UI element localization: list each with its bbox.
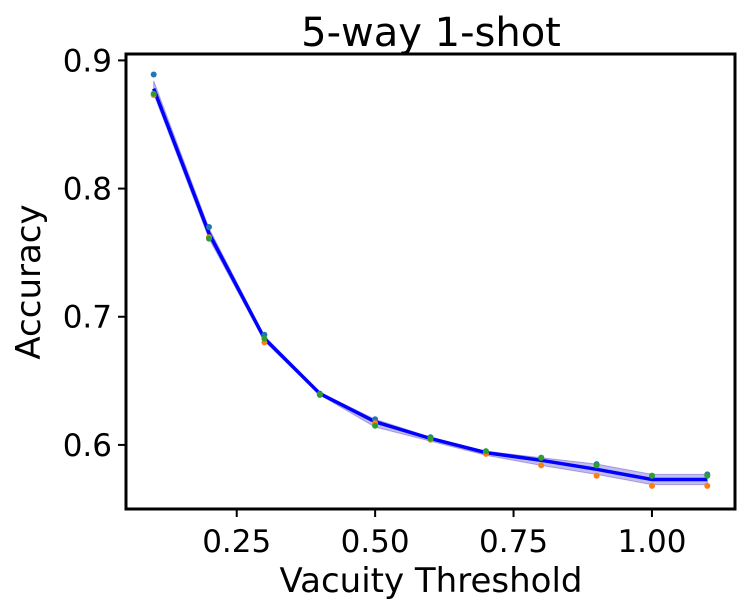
run-3-point <box>427 435 434 442</box>
y-axis-label: Accuracy <box>9 204 49 359</box>
run-3-point <box>538 454 545 461</box>
scatter-points-layer <box>150 71 711 489</box>
run-2-point <box>593 472 600 479</box>
x-tick-label: 1.00 <box>617 524 686 560</box>
run-3-point <box>316 391 323 398</box>
run-3-point <box>649 472 655 479</box>
x-axis-label: Vacuity Threshold <box>280 561 583 601</box>
mean-line-layer <box>152 87 708 482</box>
run-1-point <box>206 224 212 230</box>
run-2-point <box>649 482 655 489</box>
run-3-point <box>150 90 157 97</box>
y-tick-label: 0.7 <box>63 300 112 336</box>
run-2-point <box>538 462 545 469</box>
plot-frame <box>124 52 737 511</box>
run-3-point <box>704 472 711 479</box>
run-1-point <box>150 71 157 78</box>
y-tick-label: 0.8 <box>63 172 112 208</box>
y-axis-ticks: 0.6 0.7 0.8 0.9 <box>63 43 126 464</box>
chart-title: 5-way 1-shot <box>301 10 561 56</box>
run-2-point <box>704 482 711 489</box>
x-tick-label: 0.25 <box>202 524 271 560</box>
x-tick-label: 0.75 <box>479 524 548 560</box>
run-3-point <box>372 422 379 429</box>
run-3-point <box>482 448 489 455</box>
x-axis-ticks: 0.25 0.50 0.75 1.00 <box>202 509 686 560</box>
run-3-point <box>593 462 600 469</box>
x-tick-label: 0.50 <box>341 524 410 560</box>
y-tick-label: 0.9 <box>63 43 112 79</box>
run-3-point <box>261 335 268 342</box>
mean-accuracy-line <box>152 87 708 482</box>
y-tick-label: 0.6 <box>63 428 112 464</box>
run-3-point <box>206 235 212 242</box>
